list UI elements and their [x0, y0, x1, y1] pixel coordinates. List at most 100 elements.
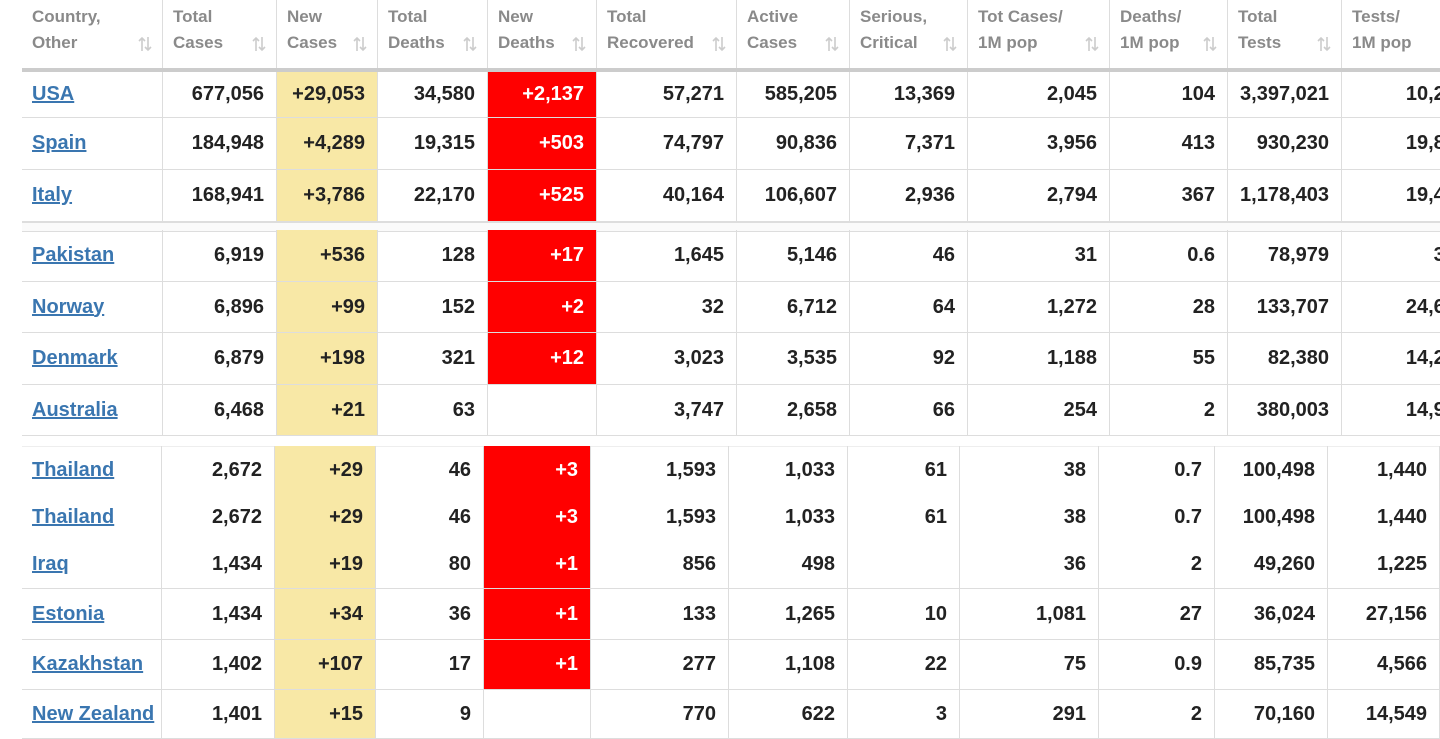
table-cell [488, 385, 597, 436]
header-text: Cases [747, 33, 798, 52]
sort-icon[interactable] [353, 36, 367, 52]
table-cell: 358 [1342, 230, 1440, 282]
column-header[interactable]: New Deaths [488, 0, 597, 68]
table-cell: 1,593 [591, 494, 729, 540]
table-cell: +21 [277, 385, 378, 436]
column-header[interactable]: Serious, Critical [850, 0, 968, 68]
country-link[interactable]: Italy [32, 184, 73, 206]
column-header[interactable]: Tests/1M pop [1342, 0, 1440, 68]
sort-icon[interactable] [1203, 36, 1217, 52]
sort-icon[interactable] [572, 36, 586, 52]
table-cell: 6,468 [163, 385, 277, 436]
country-link[interactable]: Norway [32, 295, 105, 318]
table-cell: 27 [1099, 589, 1215, 640]
table-cell: 168,941 [163, 170, 277, 222]
table-cell: 75 [960, 640, 1099, 690]
header-text: Active [747, 7, 799, 26]
column-header[interactable]: Total Recovered [597, 0, 737, 68]
header-text: Cases [287, 33, 338, 52]
table-cell: 1,440 [1328, 494, 1440, 540]
column-header[interactable]: Active Cases [737, 0, 850, 68]
table-cell: 46 [376, 494, 484, 540]
table-cell: +503 [488, 118, 597, 170]
sort-icon[interactable] [1085, 36, 1099, 52]
table-cell: 321 [378, 333, 488, 385]
table-cell: 498 [729, 540, 848, 589]
sort-icon[interactable] [712, 36, 726, 52]
table-cell: 36,024 [1215, 589, 1328, 640]
country-link[interactable]: Denmark [32, 347, 118, 369]
table-cell: 2,045 [968, 72, 1110, 118]
table-cell: 1,645 [597, 230, 737, 282]
table-cell: 57,271 [597, 72, 737, 118]
table-cell: 66 [850, 385, 968, 436]
table-cell: 1,272 [968, 282, 1110, 333]
table-cell: 2,672 [162, 494, 275, 540]
table-cell: 2 [1099, 540, 1215, 589]
sort-icon[interactable] [463, 36, 477, 52]
table-cell: 13,369 [850, 72, 968, 118]
country-link[interactable]: Kazakhstan [32, 653, 144, 675]
country-link[interactable]: Thailand [32, 458, 115, 481]
table-cell: 1,188 [968, 333, 1110, 385]
country-link[interactable]: Estonia [32, 602, 105, 625]
header-text: Total [1238, 7, 1278, 26]
column-header[interactable]: Tot Cases/1M pop [968, 0, 1110, 68]
table-cell: 0.7 [1099, 446, 1215, 494]
table-cell: 46 [376, 446, 484, 494]
sort-icon[interactable] [252, 36, 266, 52]
column-header[interactable]: Total Tests [1228, 0, 1342, 68]
column-header[interactable]: New Cases [277, 0, 378, 68]
table-cell: +99 [277, 282, 378, 333]
table-cell: 100,498 [1215, 494, 1328, 540]
column-header[interactable]: Deaths/1M pop [1110, 0, 1228, 68]
table-cell: 63 [378, 385, 488, 436]
header-text: 1M pop [1352, 33, 1412, 52]
sort-icon[interactable] [138, 36, 152, 52]
country-link[interactable]: Iraq [32, 552, 69, 575]
table-cell: Kazakhstan [22, 640, 162, 690]
column-header[interactable]: Country, Other [22, 0, 163, 68]
header-text: 1M pop [1120, 33, 1180, 52]
header-text: Total [388, 7, 428, 26]
table-cell: 3,397,021 [1228, 72, 1342, 118]
sort-icon[interactable] [825, 36, 839, 52]
table-cell: +536 [277, 230, 378, 282]
header-text: Serious, [860, 7, 928, 26]
table-cell: 14,549 [1328, 690, 1440, 739]
table-cell: 100,498 [1215, 446, 1328, 494]
country-link[interactable]: Spain [32, 132, 87, 154]
country-link[interactable]: Australia [32, 398, 118, 421]
table-cell: 291 [960, 690, 1099, 739]
table-cell: 856 [591, 540, 729, 589]
table-cell: 184,948 [163, 118, 277, 170]
table-cell: Italy [22, 170, 163, 222]
country-link[interactable]: Pakistan [32, 244, 115, 266]
table-cell: +15 [275, 690, 376, 739]
table-cell: 17 [376, 640, 484, 690]
table-cell: 49,260 [1215, 540, 1328, 589]
sort-icon[interactable] [943, 36, 957, 52]
sort-icon[interactable] [1317, 36, 1331, 52]
table-cell: 3,023 [597, 333, 737, 385]
country-link[interactable]: New Zealand [32, 702, 155, 725]
table-cell: 367 [1110, 170, 1228, 222]
table-cell: +525 [488, 170, 597, 222]
header-text: Cases [173, 33, 224, 52]
table-cell: +2 [488, 282, 597, 333]
country-link[interactable]: USA [32, 83, 75, 105]
country-link[interactable]: Thailand [32, 505, 115, 528]
table-cell: 2 [1110, 385, 1228, 436]
table-cell: 2,658 [737, 385, 850, 436]
column-header[interactable]: Total Deaths [378, 0, 488, 68]
header-text: Deaths/ [1120, 7, 1182, 26]
header-text: Tests/ [1352, 7, 1400, 26]
table-cell: +34 [275, 589, 376, 640]
table-cell: 1,178,403 [1228, 170, 1342, 222]
header-text: Critical [860, 33, 918, 52]
table-cell: +3 [484, 446, 591, 494]
table-cell: Norway [22, 282, 163, 333]
column-header[interactable]: Total Cases [163, 0, 277, 68]
table-cell: 3 [848, 690, 960, 739]
table-cell: 2 [1099, 690, 1215, 739]
